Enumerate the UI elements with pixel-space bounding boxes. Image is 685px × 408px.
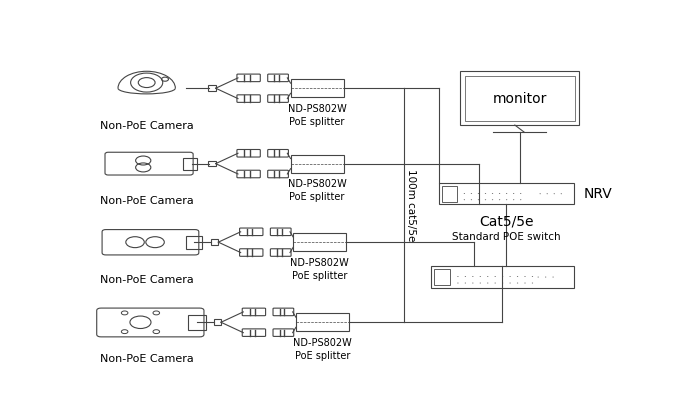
Circle shape xyxy=(472,283,473,284)
Circle shape xyxy=(532,283,533,284)
Circle shape xyxy=(517,276,519,277)
Circle shape xyxy=(532,276,533,277)
Text: monitor: monitor xyxy=(493,92,547,106)
Bar xyxy=(188,315,206,330)
Circle shape xyxy=(499,193,500,194)
Circle shape xyxy=(517,283,519,284)
Bar xyxy=(296,313,349,331)
Circle shape xyxy=(510,276,511,277)
Text: Non-PoE Camera: Non-PoE Camera xyxy=(100,121,194,131)
Circle shape xyxy=(495,283,496,284)
Circle shape xyxy=(485,193,486,194)
Circle shape xyxy=(506,193,508,194)
Text: ND-PS802W
PoE splitter: ND-PS802W PoE splitter xyxy=(293,338,352,361)
Text: ND-PS802W
PoE splitter: ND-PS802W PoE splitter xyxy=(290,257,349,281)
Text: Cat5/5e: Cat5/5e xyxy=(479,215,534,229)
Circle shape xyxy=(502,283,503,284)
Bar xyxy=(442,186,457,202)
Text: Standard POE switch: Standard POE switch xyxy=(452,233,560,242)
Circle shape xyxy=(479,276,481,277)
Circle shape xyxy=(502,276,503,277)
Circle shape xyxy=(487,276,488,277)
Bar xyxy=(290,155,344,173)
Bar xyxy=(214,319,221,325)
Bar xyxy=(208,85,216,91)
Circle shape xyxy=(547,193,548,194)
Text: ND-PS802W
PoE splitter: ND-PS802W PoE splitter xyxy=(288,179,347,202)
Circle shape xyxy=(464,193,465,194)
Bar xyxy=(211,239,219,245)
Bar xyxy=(431,266,574,288)
Circle shape xyxy=(524,276,525,277)
Circle shape xyxy=(513,193,514,194)
Text: ND-PS802W
PoE splitter: ND-PS802W PoE splitter xyxy=(288,104,347,127)
Circle shape xyxy=(520,193,521,194)
Bar xyxy=(438,183,574,204)
Text: 100m cat5/5e: 100m cat5/5e xyxy=(406,169,416,242)
Text: Non-PoE Camera: Non-PoE Camera xyxy=(100,355,194,364)
Circle shape xyxy=(479,283,481,284)
Circle shape xyxy=(478,193,479,194)
Circle shape xyxy=(524,283,525,284)
Circle shape xyxy=(510,283,511,284)
Circle shape xyxy=(487,283,488,284)
Circle shape xyxy=(495,276,496,277)
Circle shape xyxy=(472,276,473,277)
Bar xyxy=(208,161,216,166)
Text: Non-PoE Camera: Non-PoE Camera xyxy=(100,196,194,206)
Bar xyxy=(290,79,344,98)
Bar xyxy=(460,71,580,125)
Bar xyxy=(186,235,202,249)
Circle shape xyxy=(471,193,472,194)
Circle shape xyxy=(540,193,541,194)
Bar xyxy=(293,233,347,251)
Circle shape xyxy=(464,283,466,284)
Bar xyxy=(464,76,575,121)
Circle shape xyxy=(553,193,555,194)
Text: NRV: NRV xyxy=(584,187,612,201)
Bar xyxy=(183,157,197,170)
Circle shape xyxy=(464,276,466,277)
Circle shape xyxy=(560,193,562,194)
Bar xyxy=(434,269,450,285)
Circle shape xyxy=(492,193,493,194)
Text: Non-PoE Camera: Non-PoE Camera xyxy=(100,275,194,285)
